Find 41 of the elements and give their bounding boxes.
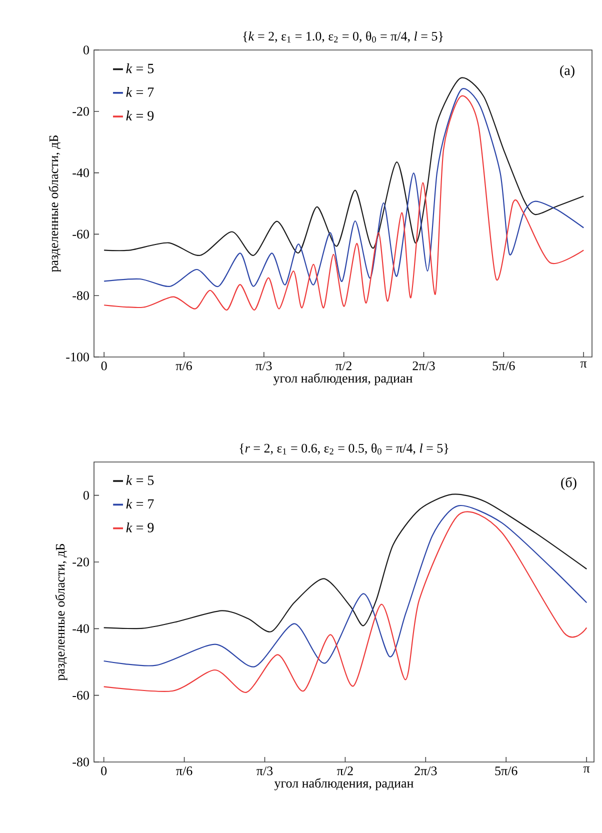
annotation: (a): [560, 65, 574, 78]
y-axis-title: разделенные области, дБ: [48, 135, 61, 272]
x-tick-label: π/2: [337, 766, 353, 776]
x-tick-label: 0: [101, 766, 107, 776]
legend-label: k = 5: [126, 63, 154, 74]
legend-label: k = 5: [126, 475, 154, 486]
y-tick-label: 0: [83, 490, 89, 500]
x-tick-label: 0: [101, 362, 107, 370]
line-series: [104, 78, 584, 256]
y-tick-label: -20: [72, 107, 89, 116]
x-tick-label: π: [580, 362, 587, 368]
line-series: [103, 494, 588, 632]
y-tick-label: 0: [83, 46, 89, 54]
x-tick-label: 5π/6: [495, 766, 518, 776]
y-tick-label: -40: [72, 168, 89, 178]
chart-title: {r = 2, ε$_{1}$ = 0.6, ε$_{2}$ = 0.5, θ$_{0}$ = π/4, l = 5}: [240, 443, 448, 454]
x-tick-label: π: [583, 766, 590, 773]
chart-title: {k = 2, ε$_{1}$ = 1.0, ε$_{2}$ = 0, θ$_{0}$ = π/4, l = 5}: [243, 31, 443, 42]
annotation: (б): [561, 477, 576, 490]
x-tick-label: 2π/3: [414, 766, 437, 776]
legend-label: k = 9: [126, 110, 154, 121]
x-tick-label: π/3: [256, 362, 272, 370]
y-tick-label: -80: [72, 291, 89, 300]
y-tick-label: -60: [72, 230, 89, 239]
y-tick-label: -100: [66, 352, 89, 362]
y-tick-label: -20: [72, 558, 89, 566]
legend-label: k = 7: [126, 87, 154, 97]
y-tick-label: -40: [72, 624, 89, 634]
x-tick-label: π/2: [336, 362, 352, 370]
x-tick-label: π/6: [176, 766, 192, 776]
x-tick-label: π/6: [176, 362, 192, 370]
legend-label: k = 7: [126, 498, 154, 509]
x-axis-title: угол наблюдения, радиан: [274, 778, 414, 790]
x-axis-title: угол наблюдения, радиан: [273, 373, 412, 386]
legend-label: k = 9: [126, 522, 154, 532]
y-tick-label: -60: [72, 690, 89, 700]
x-tick-label: 2π/3: [412, 362, 435, 370]
x-tick-label: 5π/6: [492, 362, 515, 370]
y-axis-title: разделенные области, дБ: [55, 544, 68, 681]
x-tick-label: π/3: [256, 766, 273, 776]
y-tick-label: -80: [72, 758, 89, 766]
